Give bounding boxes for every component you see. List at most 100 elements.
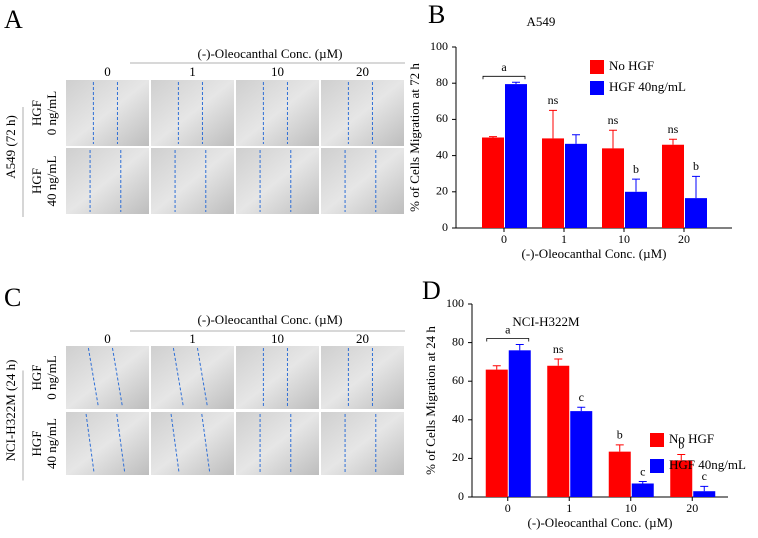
bar (485, 369, 508, 497)
error-bar (515, 344, 524, 351)
significance-label: b (617, 428, 623, 442)
micrograph (66, 412, 149, 475)
row-label: HGF (29, 364, 44, 390)
micrograph (66, 346, 149, 409)
bar (670, 460, 693, 497)
bar (685, 198, 707, 228)
micrograph (151, 148, 234, 214)
row-label: HGF (29, 430, 44, 456)
micrograph (321, 80, 404, 146)
chart-title: NCI-H322M (512, 314, 580, 329)
row-label: 0 ng/mL (44, 91, 59, 135)
y-tick-label: 0 (442, 220, 448, 234)
micrograph (66, 80, 149, 146)
legend-swatch (590, 60, 604, 74)
bracket-label: a (501, 60, 507, 74)
column-label: 10 (271, 331, 284, 346)
error-bar (669, 138, 677, 145)
error-bar (700, 485, 709, 492)
error-bar (554, 358, 563, 366)
error-bar (492, 365, 501, 370)
y-tick-label: 100 (446, 296, 464, 310)
row-label: HGF (29, 100, 44, 126)
y-axis-label: % of Cells Migration at 24 h (423, 326, 438, 475)
micrograph (236, 148, 319, 214)
significance-label: ns (608, 113, 619, 127)
x-tick-label: 10 (618, 232, 630, 246)
bracket-label: a (505, 322, 511, 336)
bar (693, 491, 716, 497)
legend-label: HGF 40ng/mL (669, 457, 746, 472)
x-tick-label: 0 (505, 501, 511, 515)
panel-letter: C (4, 283, 21, 312)
bar (482, 137, 504, 228)
x-tick-label: 20 (678, 232, 690, 246)
legend-label: No HGF (669, 431, 714, 446)
panel-letter: D (422, 276, 441, 305)
column-label: 20 (356, 331, 369, 346)
x-axis-label: (-)-Oleocanthal Conc. (µM) (521, 246, 666, 261)
micrograph (321, 412, 404, 475)
micrograph (236, 346, 319, 409)
x-tick-label: 20 (686, 501, 698, 515)
significance-label: c (702, 469, 707, 483)
legend-swatch (650, 433, 664, 447)
legend-swatch (650, 459, 664, 473)
bar (631, 483, 654, 497)
error-bar (609, 129, 617, 149)
significance-label: ns (553, 342, 564, 356)
bar (625, 191, 647, 228)
legend-label: HGF 40ng/mL (609, 79, 686, 94)
error-bar (677, 454, 686, 461)
column-label: 20 (356, 64, 369, 79)
micrograph (151, 412, 234, 475)
micrograph (151, 80, 234, 146)
x-axis-label: (-)-Oleocanthal Conc. (µM) (527, 515, 672, 530)
micrograph (321, 346, 404, 409)
y-tick-label: 40 (452, 412, 464, 426)
y-tick-label: 20 (452, 450, 464, 464)
x-tick-label: 1 (561, 232, 567, 246)
panel-letter: B (428, 0, 445, 29)
micrograph (66, 148, 149, 214)
side-label: NCI-H322M (24 h) (3, 360, 18, 462)
panel-header: (-)-Oleocanthal Conc. (µM) (197, 46, 342, 61)
significance-label: b (693, 159, 699, 173)
micrograph (236, 412, 319, 475)
error-bar (632, 178, 640, 192)
significance-label: b (678, 437, 684, 451)
x-tick-label: 1 (566, 501, 572, 515)
significance-label: c (640, 464, 645, 478)
x-tick-label: 0 (501, 232, 507, 246)
y-tick-label: 80 (436, 75, 448, 89)
micrograph (151, 346, 234, 409)
legend-swatch (590, 81, 604, 95)
y-axis-label: % of Cells Migration at 72 h (407, 63, 422, 212)
error-bar (577, 406, 586, 412)
error-bar (638, 481, 647, 484)
row-label: 40 ng/mL (44, 155, 59, 206)
panel-letter: A (4, 5, 23, 34)
row-label: 0 ng/mL (44, 355, 59, 399)
error-bar (489, 136, 497, 138)
error-bar (549, 109, 557, 139)
error-bar (692, 175, 700, 199)
bracket (486, 338, 530, 342)
error-bar (512, 81, 520, 85)
column-label: 0 (104, 331, 111, 346)
panel-header: (-)-Oleocanthal Conc. (µM) (197, 312, 342, 327)
column-label: 10 (271, 64, 284, 79)
significance-label: ns (548, 93, 559, 107)
legend-label: No HGF (609, 58, 654, 73)
significance-label: c (579, 390, 584, 404)
significance-label: ns (668, 122, 679, 136)
column-label: 1 (189, 331, 196, 346)
micrograph (321, 148, 404, 214)
significance-label: b (633, 162, 639, 176)
bar (542, 138, 564, 228)
bar (508, 350, 531, 497)
bar (505, 84, 527, 228)
side-label: A549 (72 h) (3, 115, 18, 179)
bar (662, 144, 684, 228)
